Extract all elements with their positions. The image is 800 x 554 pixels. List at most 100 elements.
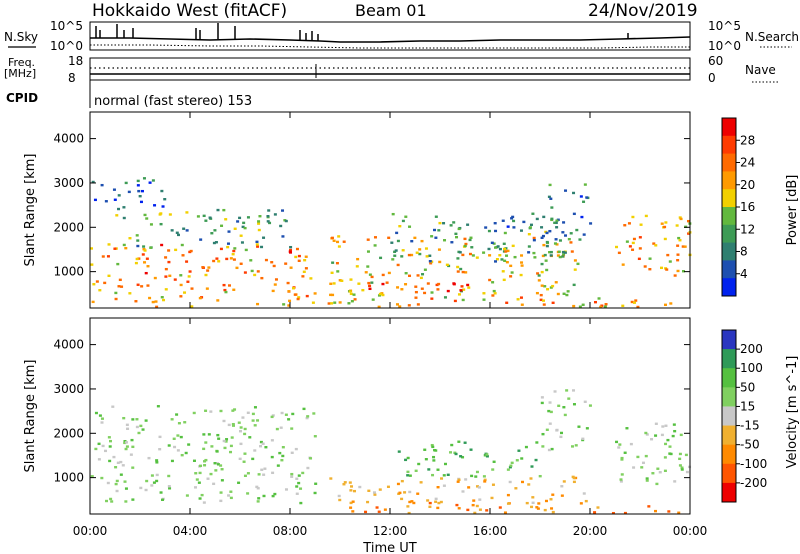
power-cell: [549, 254, 553, 257]
velocity-cell: [529, 477, 533, 480]
power-cell: [220, 224, 224, 227]
power-cell: [174, 248, 178, 252]
power-cbar-tick-label: 16: [740, 200, 755, 214]
power-cell: [681, 270, 685, 273]
velocity-cell: [485, 453, 489, 456]
velocity-cell: [243, 452, 247, 455]
power-cell: [253, 273, 257, 277]
power-cell: [368, 273, 372, 276]
power-cell: [423, 291, 427, 295]
power-cell: [632, 301, 636, 304]
power-cell: [391, 258, 395, 261]
velocity-cell: [548, 401, 552, 404]
power-cell: [368, 287, 372, 291]
power-cell: [335, 262, 339, 265]
velocity-cbar-tick-label: 200: [740, 342, 763, 356]
velocity-cell: [353, 489, 357, 493]
velocity-cell: [220, 468, 224, 471]
velocity-cell: [192, 459, 196, 462]
power-cell: [224, 218, 228, 221]
y-tick-label: 3000: [53, 382, 84, 396]
velocity-cell: [259, 440, 263, 444]
power-cbar-swatch: [722, 171, 736, 190]
power-cell: [336, 240, 340, 244]
power-cell: [550, 217, 554, 221]
velocity-cell: [223, 446, 227, 450]
velocity-cell: [278, 451, 282, 455]
power-cell: [151, 300, 155, 304]
velocity-cell: [349, 489, 353, 492]
velocity-cell: [233, 408, 237, 411]
power-cell: [143, 261, 147, 264]
velocity-cell: [397, 450, 401, 453]
velocity-cell: [367, 489, 371, 492]
power-cell: [492, 289, 496, 293]
velocity-cell: [623, 451, 627, 454]
velocity-cell: [198, 497, 202, 500]
velocity-cell: [490, 496, 494, 500]
velocity-cell: [436, 468, 440, 471]
power-cell: [140, 189, 144, 193]
velocity-y-axis: 1000 2000 3000 4000: [53, 338, 690, 485]
velocity-cell: [434, 449, 438, 452]
power-cell: [391, 212, 395, 216]
power-cell: [457, 227, 461, 231]
power-cell: [398, 224, 402, 228]
power-cell: [456, 270, 460, 273]
velocity-cell: [579, 502, 583, 505]
power-cell: [168, 213, 172, 216]
velocity-cell: [251, 412, 255, 416]
power-cell: [186, 280, 190, 283]
velocity-cell: [349, 506, 353, 509]
power-cell: [437, 282, 441, 286]
velocity-cell: [620, 458, 624, 461]
velocity-cell: [485, 455, 489, 458]
velocity-cell: [270, 455, 274, 459]
power-cell: [370, 275, 374, 279]
power-cell: [368, 284, 372, 288]
velocity-cell: [251, 419, 255, 422]
power-cell: [536, 272, 540, 275]
power-cell: [241, 225, 245, 229]
power-cell: [545, 268, 549, 272]
velocity-cell: [202, 447, 206, 451]
velocity-cell: [313, 491, 317, 495]
velocity-cell: [219, 491, 223, 494]
power-cell: [458, 251, 462, 254]
velocity-cbar-tick-label: 50: [740, 380, 755, 394]
power-cell: [404, 283, 408, 286]
power-cell: [648, 268, 652, 271]
velocity-cell: [107, 436, 111, 439]
velocity-cell: [677, 511, 681, 514]
velocity-cbar-tick-label: -15: [740, 419, 760, 433]
nave-tick-60: 60: [708, 54, 723, 68]
x-tick-label: 12:00: [373, 524, 408, 538]
velocity-cell: [358, 485, 362, 489]
power-cell: [347, 302, 351, 305]
power-cell: [361, 288, 365, 292]
power-cbar-tick-label: 12: [740, 222, 755, 236]
power-cbar-swatch: [722, 260, 736, 279]
power-cell: [563, 251, 567, 254]
power-cell: [284, 219, 288, 223]
power-cell: [463, 244, 467, 248]
power-cell: [578, 238, 582, 241]
velocity-cell: [215, 450, 219, 453]
velocity-cell: [187, 443, 191, 446]
power-cell: [566, 290, 570, 293]
power-cell: [95, 280, 99, 283]
velocity-cell: [560, 485, 564, 488]
power-cell: [442, 222, 446, 225]
power-cell: [457, 293, 461, 296]
power-cell: [464, 271, 468, 274]
power-cell: [676, 269, 680, 273]
y-tick-label: 4000: [53, 338, 84, 352]
power-cell: [561, 255, 565, 258]
power-cell: [167, 249, 171, 252]
power-cell: [505, 254, 509, 257]
power-cell: [107, 243, 111, 246]
power-cell: [467, 286, 471, 289]
velocity-cell: [570, 445, 574, 448]
power-cell: [686, 219, 690, 223]
velocity-cell: [509, 464, 513, 467]
